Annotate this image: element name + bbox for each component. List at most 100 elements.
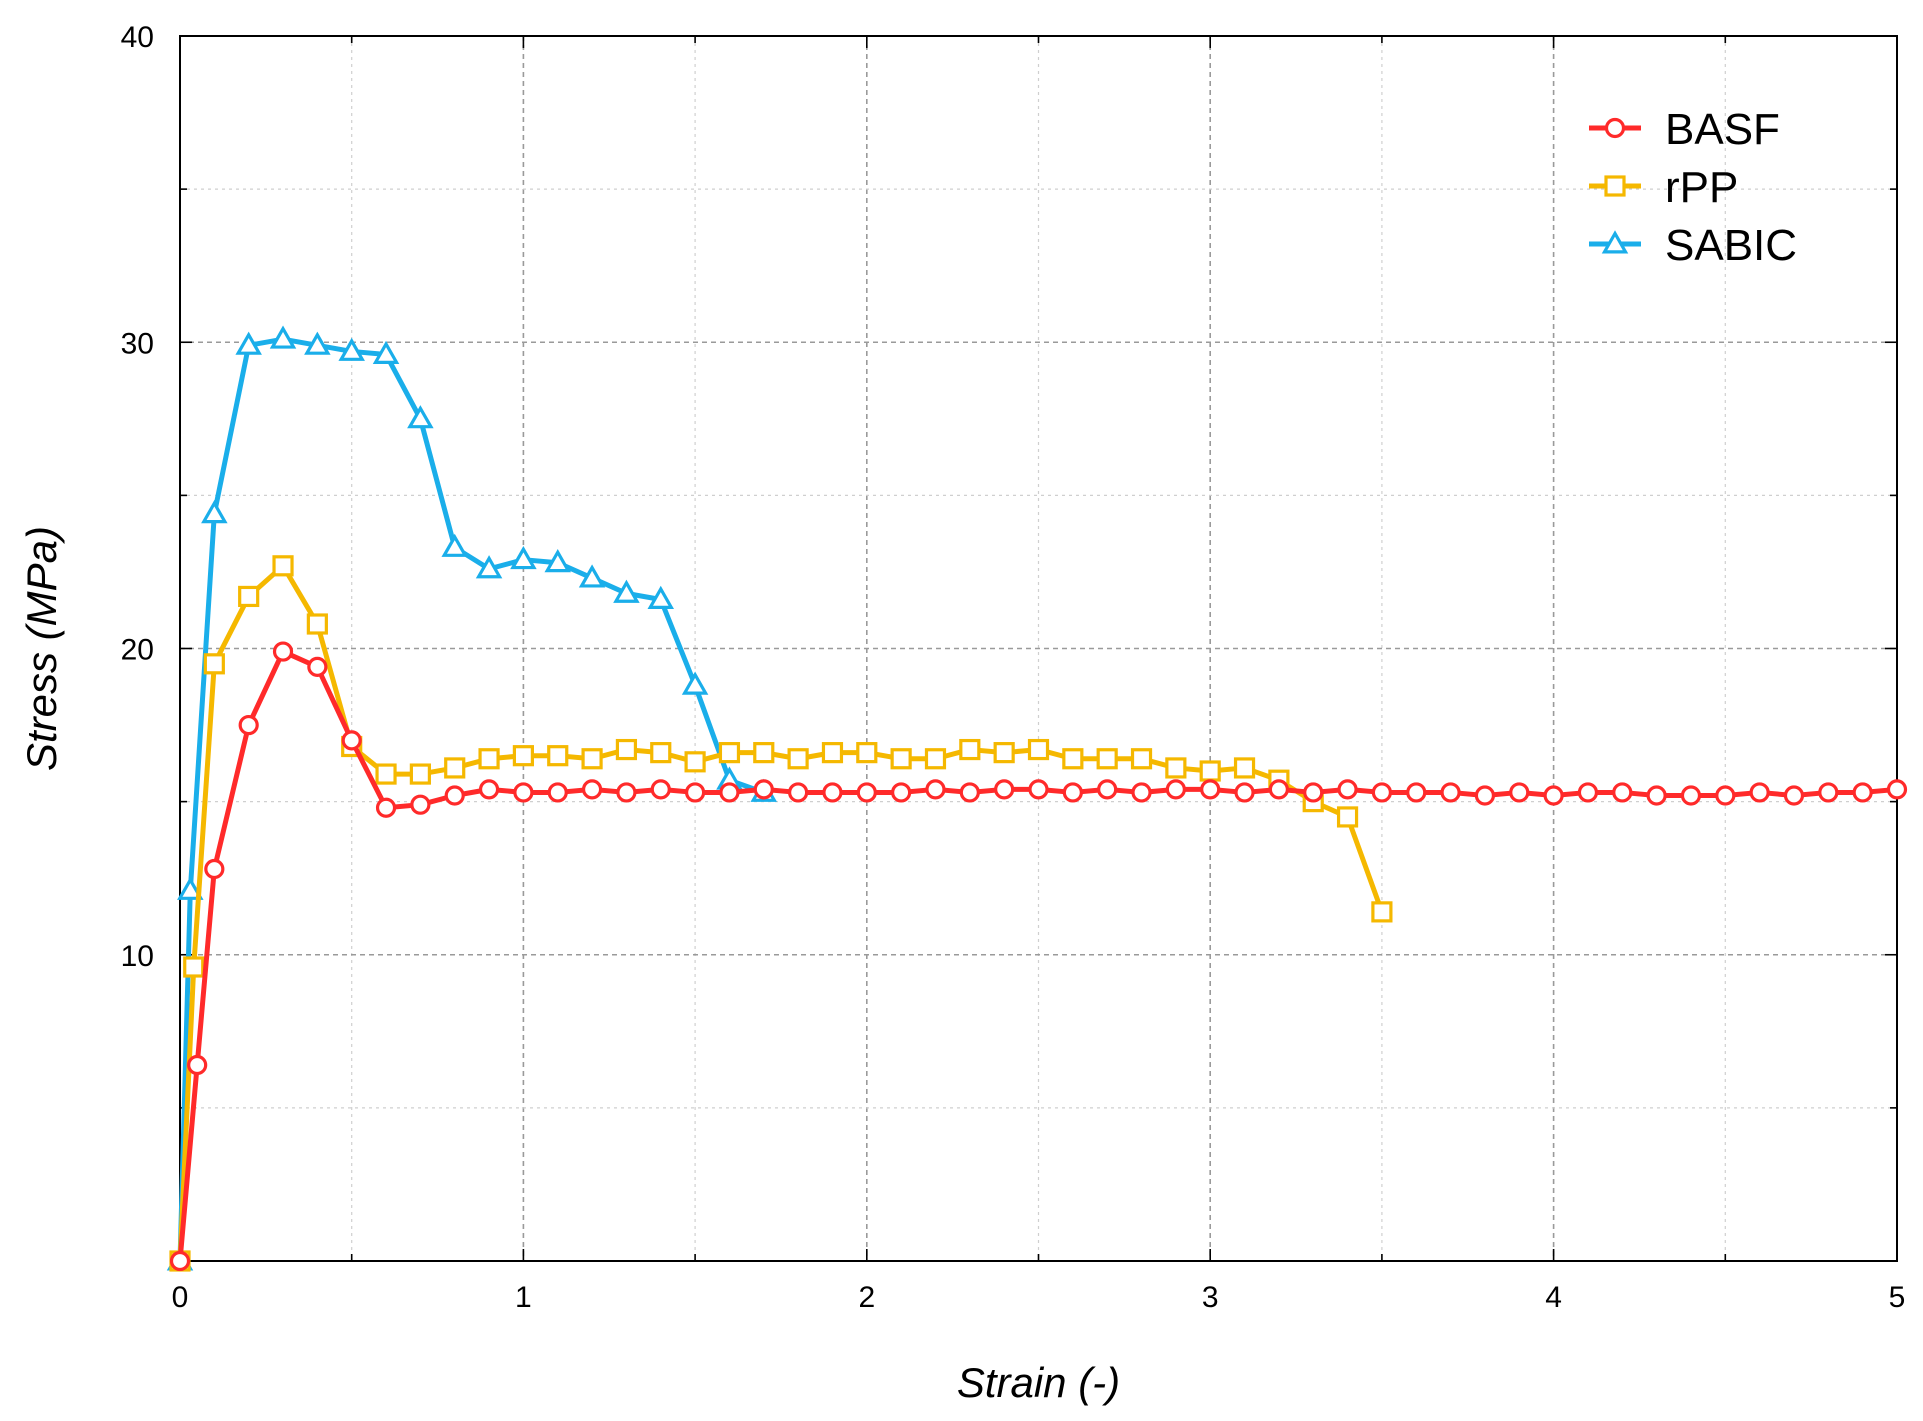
y-tick-label: 30	[121, 327, 154, 360]
grid	[180, 36, 1897, 1261]
data-point-basf	[238, 714, 259, 736]
data-point-basf	[1680, 785, 1702, 806]
data-point-sabic	[613, 579, 640, 603]
data-point-basf	[1406, 782, 1427, 803]
data-point-rpp	[1096, 748, 1118, 770]
data-point-rpp	[547, 745, 569, 767]
data-point-sabic	[544, 549, 571, 573]
data-point-rpp	[1062, 748, 1084, 770]
data-point-basf	[272, 641, 294, 662]
data-point-basf	[341, 730, 362, 751]
data-point-basf	[753, 779, 774, 800]
legend-label: BASF	[1665, 105, 1780, 154]
data-point-basf	[513, 782, 534, 803]
data-point-basf	[616, 782, 637, 803]
data-point-basf	[1783, 785, 1805, 806]
data-point-basf	[788, 782, 809, 803]
data-point-basf	[1234, 782, 1255, 803]
y-axis-title: Stress (MPa)	[18, 526, 65, 771]
data-point-basf	[1200, 779, 1221, 800]
data-point-basf	[1749, 782, 1770, 803]
data-point-basf	[1303, 782, 1324, 803]
data-point-rpp	[183, 956, 205, 978]
data-point-rpp	[375, 763, 397, 785]
data-point-rpp	[1027, 738, 1050, 761]
y-tick-label: 20	[121, 634, 154, 667]
tick-labels: 0 1 2 3 4 5 10 20 30 40	[121, 21, 1906, 1314]
data-point-basf	[1028, 779, 1049, 800]
data-point-basf	[1612, 782, 1633, 803]
data-point-sabic	[269, 325, 297, 349]
x-tick-label: 2	[858, 1281, 875, 1314]
series-rpp	[169, 555, 1393, 1272]
x-tick-label: 1	[515, 1281, 532, 1314]
data-point-rpp	[924, 748, 947, 770]
data-point-rpp	[1199, 760, 1221, 782]
data-point-sabic	[372, 340, 400, 364]
data-point-basf	[959, 782, 980, 803]
data-point-basf	[478, 779, 500, 800]
data-point-basf	[1131, 782, 1152, 803]
data-point-rpp	[787, 748, 809, 770]
x-tick-label: 3	[1202, 1281, 1219, 1314]
data-point-basf	[1577, 782, 1599, 803]
data-point-basf	[1818, 782, 1839, 803]
plot-frame	[179, 35, 1898, 1262]
data-point-rpp	[718, 742, 741, 764]
data-point-basf	[1715, 785, 1736, 806]
data-point-sabic	[475, 555, 503, 579]
data-point-basf	[1440, 782, 1461, 803]
data-point-rpp	[272, 555, 294, 577]
data-point-basf	[684, 782, 706, 803]
data-point-basf	[856, 782, 877, 803]
legend-swatch-marker	[1604, 175, 1626, 197]
data-point-sabic	[647, 585, 675, 609]
data-point-basf	[204, 858, 225, 880]
data-point-rpp	[1371, 901, 1393, 923]
data-point-basf	[1474, 785, 1496, 806]
data-point-rpp	[1233, 757, 1256, 779]
x-tick-label: 0	[172, 1281, 189, 1314]
data-point-rpp	[444, 757, 466, 779]
legend-swatch-marker	[1604, 117, 1626, 139]
data-point-sabic	[235, 331, 262, 355]
data-point-basf	[822, 782, 843, 803]
data-point-sabic	[177, 876, 204, 900]
data-point-basf	[307, 656, 328, 677]
y-tick-label: 10	[121, 940, 154, 973]
series-sabic	[166, 325, 778, 1271]
data-point-rpp	[1130, 748, 1153, 770]
data-point-rpp	[959, 738, 981, 761]
data-point-basf	[187, 1054, 208, 1076]
data-point-rpp	[1336, 806, 1359, 828]
data-point-basf	[410, 794, 431, 815]
series-line-sabic	[177, 336, 767, 1264]
legend-entry-sabic: SABIC	[1589, 221, 1797, 270]
data-point-sabic	[201, 500, 228, 524]
data-point-basf	[547, 782, 568, 803]
data-point-rpp	[753, 742, 775, 764]
x-tick-label: 4	[1545, 1281, 1562, 1314]
data-point-sabic	[407, 405, 434, 429]
data-point-basf	[375, 797, 397, 818]
x-tick-label: 5	[1889, 1281, 1906, 1314]
data-point-basf	[1268, 779, 1289, 800]
data-point-basf	[891, 782, 912, 803]
data-point-basf	[719, 782, 740, 803]
data-point-sabic	[304, 331, 331, 355]
data-point-rpp	[684, 751, 706, 773]
data-point-basf	[1371, 782, 1393, 803]
data-point-basf	[581, 779, 603, 800]
data-point-rpp	[409, 763, 431, 785]
series-line-basf	[177, 649, 1900, 1264]
data-point-rpp	[993, 742, 1015, 764]
data-point-rpp	[478, 748, 500, 770]
data-point-rpp	[238, 585, 260, 608]
data-point-rpp	[890, 748, 912, 770]
data-point-basf	[1337, 779, 1358, 800]
legend-entry-basf: BASF	[1589, 105, 1780, 154]
legend-swatch-marker	[1601, 230, 1629, 254]
data-point-basf	[1509, 782, 1530, 803]
data-point-basf	[1852, 782, 1873, 803]
data-point-sabic	[681, 671, 709, 695]
